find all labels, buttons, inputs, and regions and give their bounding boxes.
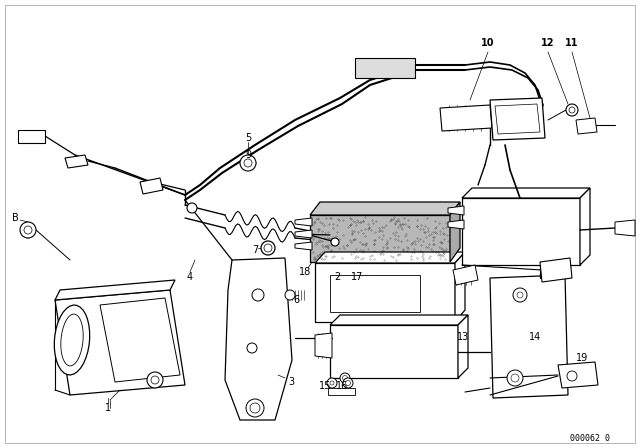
Text: 1: 1	[105, 403, 111, 413]
Text: 4: 4	[187, 272, 193, 282]
Polygon shape	[462, 188, 590, 198]
Polygon shape	[225, 258, 292, 420]
Text: 2: 2	[334, 272, 340, 282]
Polygon shape	[310, 202, 460, 215]
Polygon shape	[330, 315, 468, 325]
Polygon shape	[295, 230, 312, 238]
Polygon shape	[450, 202, 460, 262]
Polygon shape	[18, 130, 45, 143]
Text: 19: 19	[576, 353, 588, 363]
Polygon shape	[458, 315, 468, 378]
Polygon shape	[615, 220, 635, 236]
Ellipse shape	[54, 305, 90, 375]
Polygon shape	[315, 333, 332, 358]
Circle shape	[340, 373, 350, 383]
Polygon shape	[65, 155, 88, 168]
Text: 12: 12	[541, 38, 555, 48]
Circle shape	[264, 244, 272, 252]
Polygon shape	[55, 280, 175, 300]
Circle shape	[327, 378, 337, 388]
Circle shape	[151, 376, 159, 384]
Polygon shape	[576, 118, 597, 134]
Polygon shape	[330, 325, 458, 378]
Text: 17: 17	[351, 272, 363, 282]
Polygon shape	[355, 58, 415, 78]
Circle shape	[240, 155, 256, 171]
Text: 5: 5	[245, 133, 251, 143]
Polygon shape	[310, 215, 450, 262]
Polygon shape	[455, 252, 465, 322]
Text: 14: 14	[529, 332, 541, 342]
Circle shape	[343, 378, 353, 388]
Polygon shape	[140, 178, 163, 194]
Polygon shape	[462, 198, 580, 265]
Polygon shape	[328, 388, 355, 395]
Text: B: B	[12, 213, 19, 223]
Circle shape	[246, 399, 264, 417]
Circle shape	[252, 289, 264, 301]
Circle shape	[261, 241, 275, 255]
Circle shape	[20, 222, 36, 238]
Circle shape	[567, 371, 577, 381]
Circle shape	[247, 343, 257, 353]
Circle shape	[24, 226, 32, 234]
Text: 6: 6	[293, 295, 299, 305]
Circle shape	[511, 374, 519, 382]
Polygon shape	[495, 104, 540, 134]
Polygon shape	[330, 275, 420, 312]
Text: 10: 10	[481, 38, 495, 48]
Circle shape	[342, 375, 348, 380]
Text: 7: 7	[252, 245, 258, 255]
Text: 13: 13	[457, 332, 469, 342]
Text: 11: 11	[565, 38, 579, 48]
Polygon shape	[580, 188, 590, 265]
Text: 18: 18	[299, 267, 311, 277]
Circle shape	[507, 370, 523, 386]
Circle shape	[285, 290, 295, 300]
Polygon shape	[315, 263, 455, 322]
Circle shape	[569, 107, 575, 113]
Polygon shape	[295, 242, 312, 250]
Polygon shape	[55, 290, 185, 395]
Text: 16: 16	[336, 381, 348, 391]
Polygon shape	[440, 105, 492, 131]
Polygon shape	[100, 298, 180, 382]
Polygon shape	[315, 252, 465, 263]
Polygon shape	[453, 265, 478, 285]
Polygon shape	[448, 220, 464, 229]
Text: 15: 15	[319, 381, 331, 391]
Circle shape	[346, 380, 351, 385]
Polygon shape	[558, 362, 598, 388]
Circle shape	[250, 403, 260, 413]
Polygon shape	[490, 275, 568, 398]
Polygon shape	[490, 98, 545, 140]
Polygon shape	[448, 206, 464, 215]
Polygon shape	[295, 218, 312, 226]
Circle shape	[147, 372, 163, 388]
Circle shape	[566, 104, 578, 116]
Text: 3: 3	[288, 377, 294, 387]
Circle shape	[331, 238, 339, 246]
Circle shape	[513, 288, 527, 302]
Circle shape	[244, 159, 252, 167]
Polygon shape	[540, 258, 572, 282]
Circle shape	[517, 292, 523, 298]
Circle shape	[187, 203, 197, 213]
Circle shape	[330, 381, 334, 385]
Text: 000062 0: 000062 0	[570, 434, 610, 443]
Text: 9: 9	[245, 150, 251, 160]
